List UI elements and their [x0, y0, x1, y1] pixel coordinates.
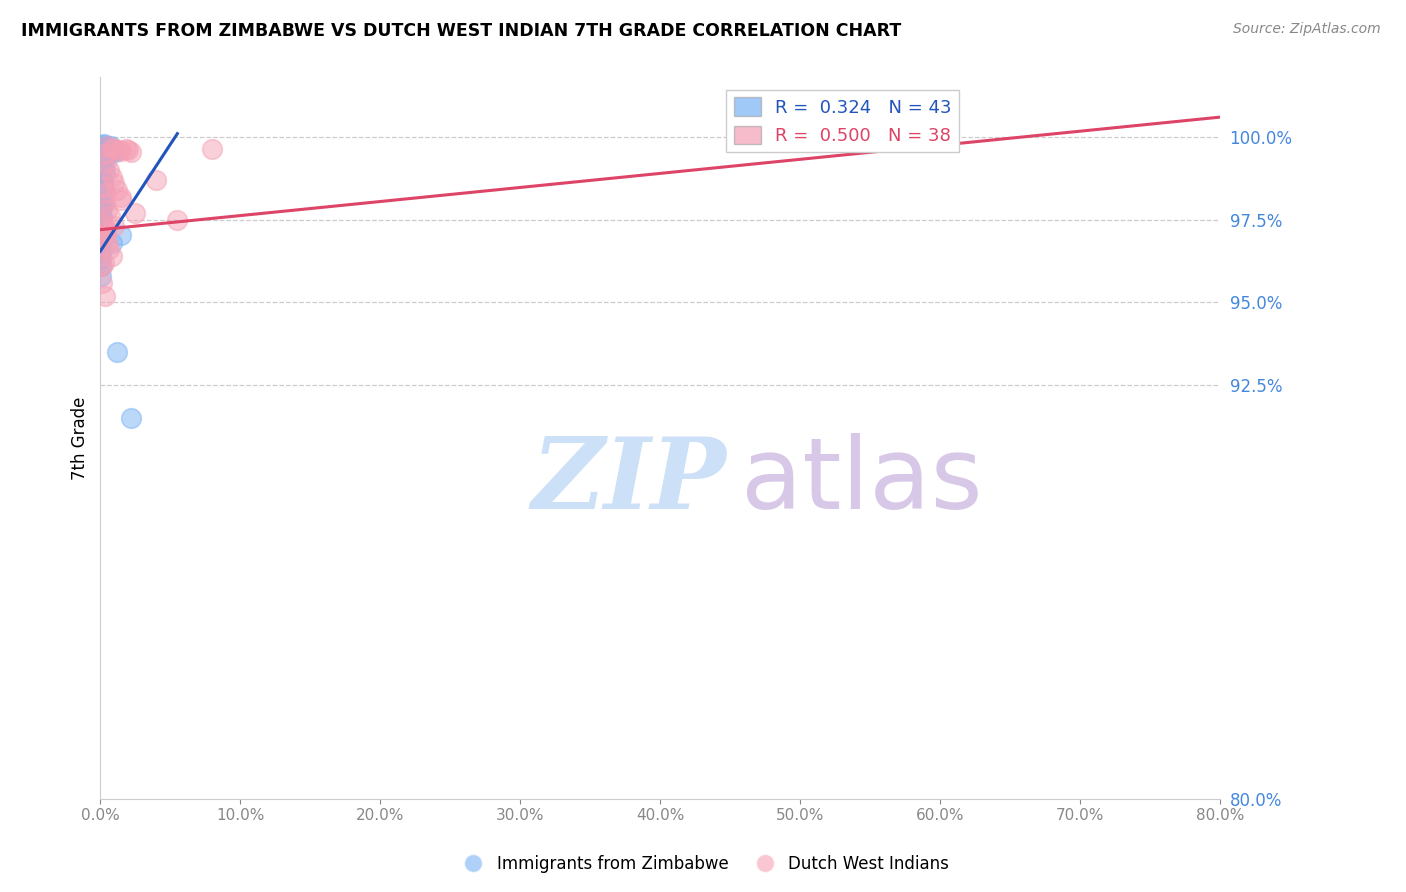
- Point: [90, 259, 112, 273]
- Point: [100, 140, 122, 154]
- Point: [90, 186, 112, 201]
- Point: [94, 151, 117, 165]
- Point: [117, 143, 139, 157]
- Point: [93, 150, 115, 164]
- Point: [90, 210, 112, 224]
- Point: [90, 245, 112, 260]
- Point: [105, 183, 128, 197]
- Legend: Immigrants from Zimbabwe, Dutch West Indians: Immigrants from Zimbabwe, Dutch West Ind…: [450, 848, 956, 880]
- Point: [103, 144, 125, 158]
- Point: [114, 142, 136, 156]
- Point: [90, 235, 112, 250]
- Point: [96, 139, 118, 153]
- Point: [110, 227, 132, 242]
- Point: [97, 163, 120, 178]
- Point: [91, 179, 114, 194]
- Point: [100, 169, 122, 184]
- Point: [96, 202, 118, 217]
- Point: [110, 144, 132, 158]
- Point: [96, 235, 118, 250]
- Point: [90, 276, 112, 290]
- Point: [124, 206, 146, 220]
- Point: [93, 136, 115, 151]
- Text: Source: ZipAtlas.com: Source: ZipAtlas.com: [1233, 22, 1381, 37]
- Point: [94, 222, 117, 236]
- Point: [103, 142, 125, 156]
- Point: [96, 139, 118, 153]
- Point: [105, 345, 128, 359]
- Point: [93, 179, 115, 194]
- Point: [110, 189, 132, 203]
- Point: [94, 156, 117, 170]
- Point: [93, 146, 115, 161]
- Point: [94, 166, 117, 180]
- Point: [97, 243, 120, 257]
- Point: [104, 145, 127, 159]
- Point: [201, 142, 224, 156]
- Point: [103, 177, 125, 191]
- Point: [90, 229, 112, 244]
- Point: [103, 219, 125, 234]
- Point: [91, 177, 114, 191]
- Point: [90, 252, 112, 267]
- Y-axis label: 7th Grade: 7th Grade: [72, 396, 89, 480]
- Point: [93, 196, 115, 211]
- Point: [120, 411, 142, 425]
- Point: [110, 193, 132, 207]
- Text: atlas: atlas: [741, 433, 983, 530]
- Point: [91, 196, 114, 211]
- Point: [91, 173, 114, 187]
- Point: [120, 145, 142, 159]
- Point: [98, 142, 121, 156]
- Legend: R =  0.324   N = 43, R =  0.500   N = 38: R = 0.324 N = 43, R = 0.500 N = 38: [727, 90, 959, 153]
- Point: [98, 210, 121, 224]
- Point: [93, 229, 115, 244]
- Point: [91, 138, 114, 153]
- Point: [145, 173, 167, 187]
- Point: [90, 206, 112, 220]
- Point: [91, 199, 114, 213]
- Point: [107, 143, 129, 157]
- Point: [90, 189, 112, 203]
- Point: [91, 222, 114, 236]
- Point: [100, 139, 122, 153]
- Point: [93, 183, 115, 197]
- Point: [90, 268, 112, 283]
- Point: [100, 249, 122, 263]
- Point: [93, 160, 115, 174]
- Point: [94, 186, 117, 201]
- Point: [91, 216, 114, 230]
- Point: [100, 235, 122, 250]
- Point: [90, 233, 112, 247]
- Point: [90, 202, 112, 217]
- Point: [94, 226, 117, 240]
- Point: [166, 212, 188, 227]
- Point: [94, 140, 117, 154]
- Point: [101, 143, 124, 157]
- Point: [91, 229, 114, 244]
- Point: [90, 226, 112, 240]
- Point: [93, 289, 115, 303]
- Point: [93, 256, 115, 270]
- Point: [91, 193, 114, 207]
- Point: [91, 212, 114, 227]
- Text: IMMIGRANTS FROM ZIMBABWE VS DUTCH WEST INDIAN 7TH GRADE CORRELATION CHART: IMMIGRANTS FROM ZIMBABWE VS DUTCH WEST I…: [21, 22, 901, 40]
- Point: [90, 219, 112, 234]
- Text: ZIP: ZIP: [531, 434, 727, 530]
- Point: [90, 259, 112, 273]
- Point: [91, 156, 114, 170]
- Point: [97, 140, 120, 154]
- Point: [90, 216, 112, 230]
